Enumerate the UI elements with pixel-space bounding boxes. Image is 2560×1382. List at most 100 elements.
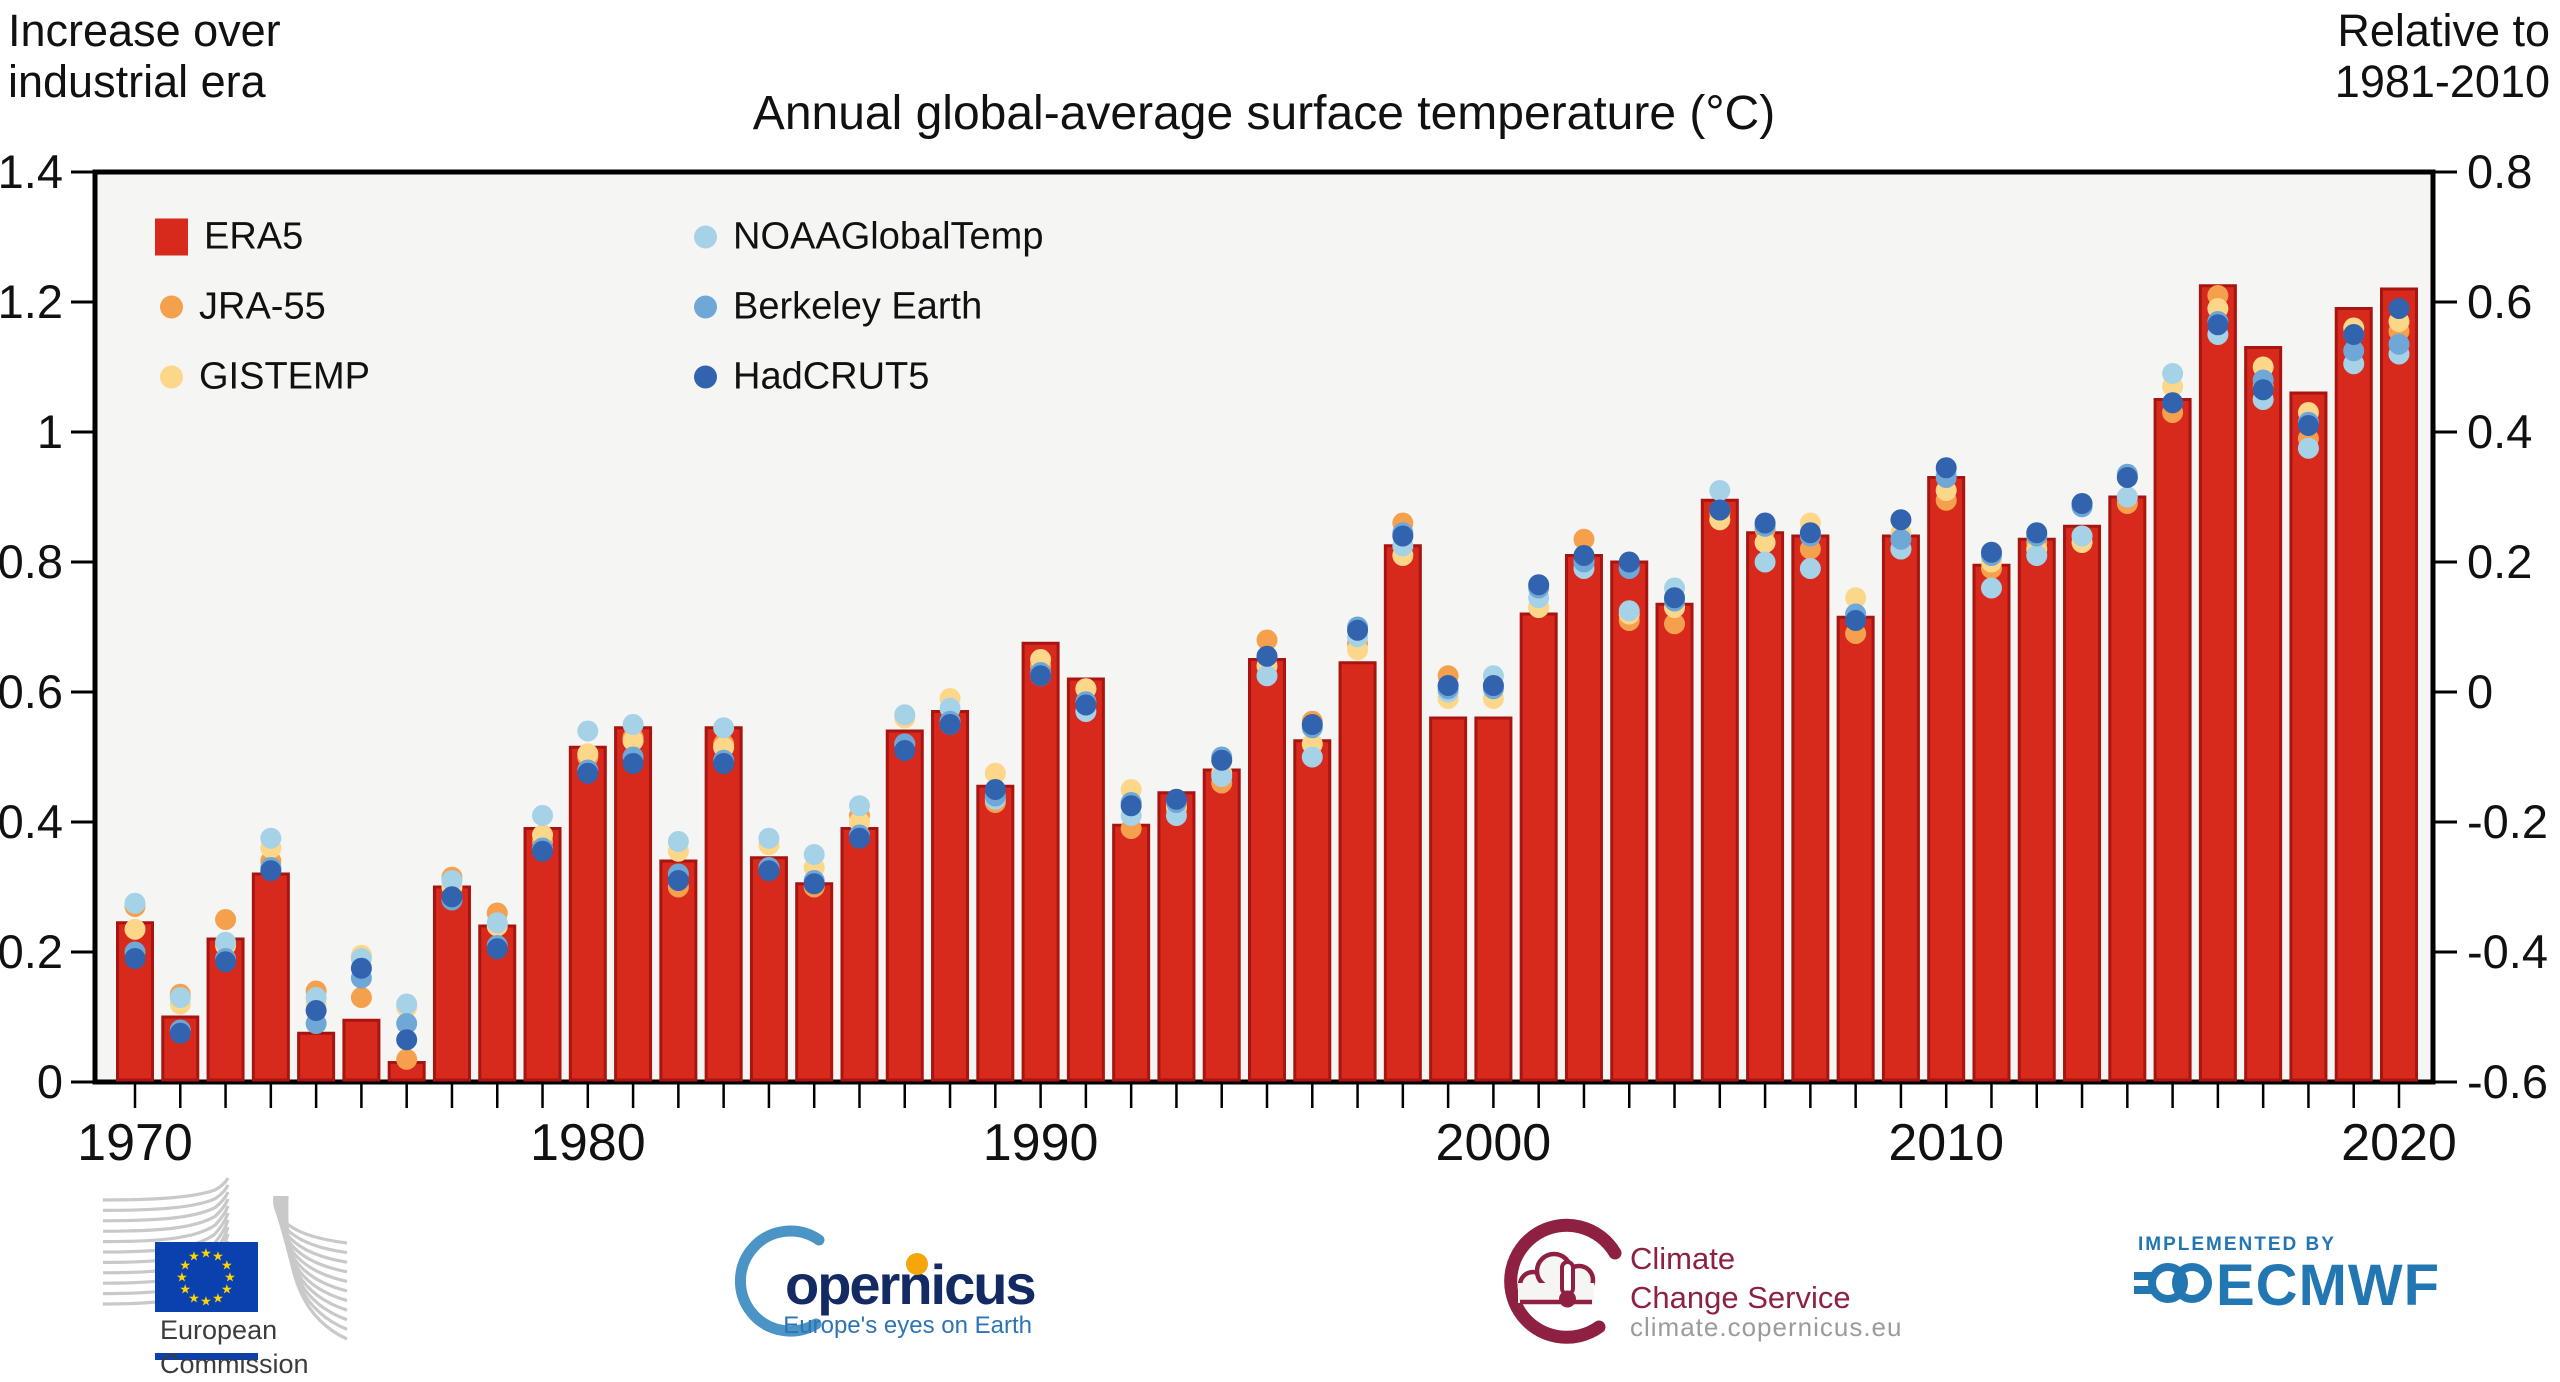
dot-gistemp-2008 bbox=[1845, 587, 1867, 609]
left-axis-tick-label: 1 bbox=[37, 405, 63, 458]
left-axis-tick-label: 0.6 bbox=[0, 665, 63, 718]
dot-hadcrut5-1996 bbox=[1301, 714, 1323, 735]
dot-hadcrut5-2000 bbox=[1482, 675, 1504, 696]
legend-label: ERA5 bbox=[204, 215, 304, 258]
dot-hadcrut5-1995 bbox=[1256, 645, 1278, 667]
bar-1995 bbox=[1248, 658, 1286, 1082]
eu-flag-star: ★ bbox=[200, 1294, 212, 1309]
dot-hadcrut5-1994 bbox=[1211, 749, 1233, 771]
dot-noaaglobaltemp-1973 bbox=[260, 827, 282, 849]
x-axis-decade-label: 1990 bbox=[983, 1114, 1099, 1172]
dot-hadcrut5-2007 bbox=[1799, 522, 1821, 544]
bar-2017 bbox=[2244, 346, 2283, 1082]
dot-noaaglobaltemp-1995 bbox=[1256, 665, 1278, 687]
right-axis-tick-label: -0.2 bbox=[2467, 795, 2548, 848]
bar-2018 bbox=[2289, 391, 2328, 1082]
dot-hadcrut5-1999 bbox=[1437, 675, 1459, 696]
left-axis-description: Increase over industrial era bbox=[8, 5, 281, 107]
legend-label: NOAAGlobalTemp bbox=[733, 215, 1044, 258]
dot-hadcrut5-1975 bbox=[350, 957, 372, 979]
legend-item-era5: ERA5 bbox=[155, 216, 303, 259]
dot-noaaglobaltemp-1986 bbox=[848, 795, 870, 817]
dot-gistemp-2006 bbox=[1754, 532, 1776, 553]
bar-1986 bbox=[840, 827, 879, 1082]
eu-flag-star: ★ bbox=[212, 1249, 224, 1264]
bar-1974 bbox=[297, 1031, 336, 1082]
dot-hadcrut5-1982 bbox=[667, 870, 689, 891]
hadcrut5-dot-marker bbox=[694, 365, 717, 389]
bar-2010 bbox=[1927, 476, 1966, 1082]
dot-hadcrut5-2013 bbox=[2071, 493, 2093, 514]
ecmwf-wordmark: ECMWF bbox=[2216, 1253, 2441, 1318]
dot-berkeley-earth-2019 bbox=[2343, 340, 2365, 362]
dot-noaaglobaltemp-1970 bbox=[124, 892, 146, 914]
dot-jra-55-1975 bbox=[350, 987, 372, 1008]
dot-hadcrut5-2005 bbox=[1709, 499, 1731, 521]
legend-item-berkeley: Berkeley Earth bbox=[694, 286, 982, 329]
dot-hadcrut5-2019 bbox=[2343, 324, 2365, 345]
ec-swoosh-left bbox=[102, 1205, 230, 1244]
legend-item-gistemp: GISTEMP bbox=[160, 356, 370, 399]
bar-2015 bbox=[2153, 398, 2192, 1082]
bar-1973 bbox=[251, 872, 290, 1082]
dot-hadcrut5-2016 bbox=[2207, 314, 2229, 336]
bar-1978 bbox=[478, 924, 517, 1082]
dot-hadcrut5-1973 bbox=[260, 860, 282, 882]
bar-1990 bbox=[1021, 641, 1060, 1082]
dot-hadcrut5-1970 bbox=[124, 948, 146, 969]
dot-noaaglobaltemp-1976 bbox=[396, 993, 418, 1015]
bar-2012 bbox=[2017, 537, 2056, 1082]
eu-flag-star: ★ bbox=[212, 1290, 224, 1305]
climate-change-service-name: Climate Change Service bbox=[1630, 1241, 1851, 1315]
bar-1988 bbox=[931, 710, 970, 1082]
eu-flag-star: ★ bbox=[221, 1258, 233, 1273]
dot-noaaglobaltemp-2012 bbox=[2026, 545, 2048, 566]
x-axis-decade-label: 1980 bbox=[530, 1114, 646, 1172]
eu-flag-star: ★ bbox=[188, 1290, 200, 1305]
bar-1996 bbox=[1293, 739, 1332, 1082]
dot-jra-55-2004 bbox=[1664, 613, 1686, 635]
bar-1975 bbox=[342, 1018, 381, 1082]
bar-2009 bbox=[1881, 534, 1920, 1082]
bar-1983 bbox=[704, 726, 743, 1082]
ec-swoosh-left bbox=[102, 1198, 230, 1233]
eu-flag-star: ★ bbox=[188, 1249, 200, 1264]
left-axis-tick-label: 0.4 bbox=[0, 795, 63, 848]
dot-hadcrut5-2020 bbox=[2388, 298, 2410, 319]
bar-1980 bbox=[568, 745, 607, 1082]
bar-2006 bbox=[1746, 531, 1785, 1082]
eu-flag-star: ★ bbox=[221, 1282, 233, 1297]
copernicus-crescent-icon bbox=[734, 1225, 825, 1337]
dot-hadcrut5-1974 bbox=[305, 1000, 327, 1021]
ec-swoosh-left bbox=[102, 1177, 230, 1202]
dot-hadcrut5-1997 bbox=[1347, 619, 1369, 641]
left-axis-tick-label: 1.4 bbox=[0, 145, 63, 198]
right-axis-tick-label: 0.2 bbox=[2467, 535, 2532, 588]
bar-2004 bbox=[1655, 602, 1694, 1082]
dot-noaaglobaltemp-1977 bbox=[441, 870, 463, 891]
left-axis-tick-label: 0.8 bbox=[0, 535, 63, 588]
dot-hadcrut5-1971 bbox=[169, 1022, 191, 1044]
ecmwf-mark-circle bbox=[2172, 1263, 2212, 1303]
dot-noaaglobaltemp-2006 bbox=[1754, 551, 1776, 573]
dot-noaaglobaltemp-1982 bbox=[667, 831, 689, 852]
dot-noaaglobaltemp-1984 bbox=[758, 827, 780, 849]
bar-1984 bbox=[749, 856, 788, 1082]
bar-1993 bbox=[1157, 791, 1196, 1082]
ec-blue-bar bbox=[155, 1353, 258, 1360]
dot-hadcrut5-2006 bbox=[1754, 512, 1776, 534]
bar-1994 bbox=[1202, 768, 1241, 1082]
dot-noaaglobaltemp-2015 bbox=[2162, 363, 2184, 384]
implemented-by-label: IMPLEMENTED BY bbox=[2138, 1234, 2336, 1255]
dot-hadcrut5-1989 bbox=[984, 779, 1006, 800]
right-axis-tick-label: 0 bbox=[2467, 665, 2493, 718]
dot-hadcrut5-1977 bbox=[441, 886, 463, 908]
bar-2013 bbox=[2063, 524, 2102, 1082]
dot-noaaglobaltemp-2018 bbox=[2297, 437, 2319, 459]
bar-2020 bbox=[2380, 287, 2418, 1082]
bar-2005 bbox=[1700, 498, 1739, 1082]
dot-jra-55-1972 bbox=[215, 909, 237, 930]
dot-jra-55-2002 bbox=[1573, 528, 1595, 550]
